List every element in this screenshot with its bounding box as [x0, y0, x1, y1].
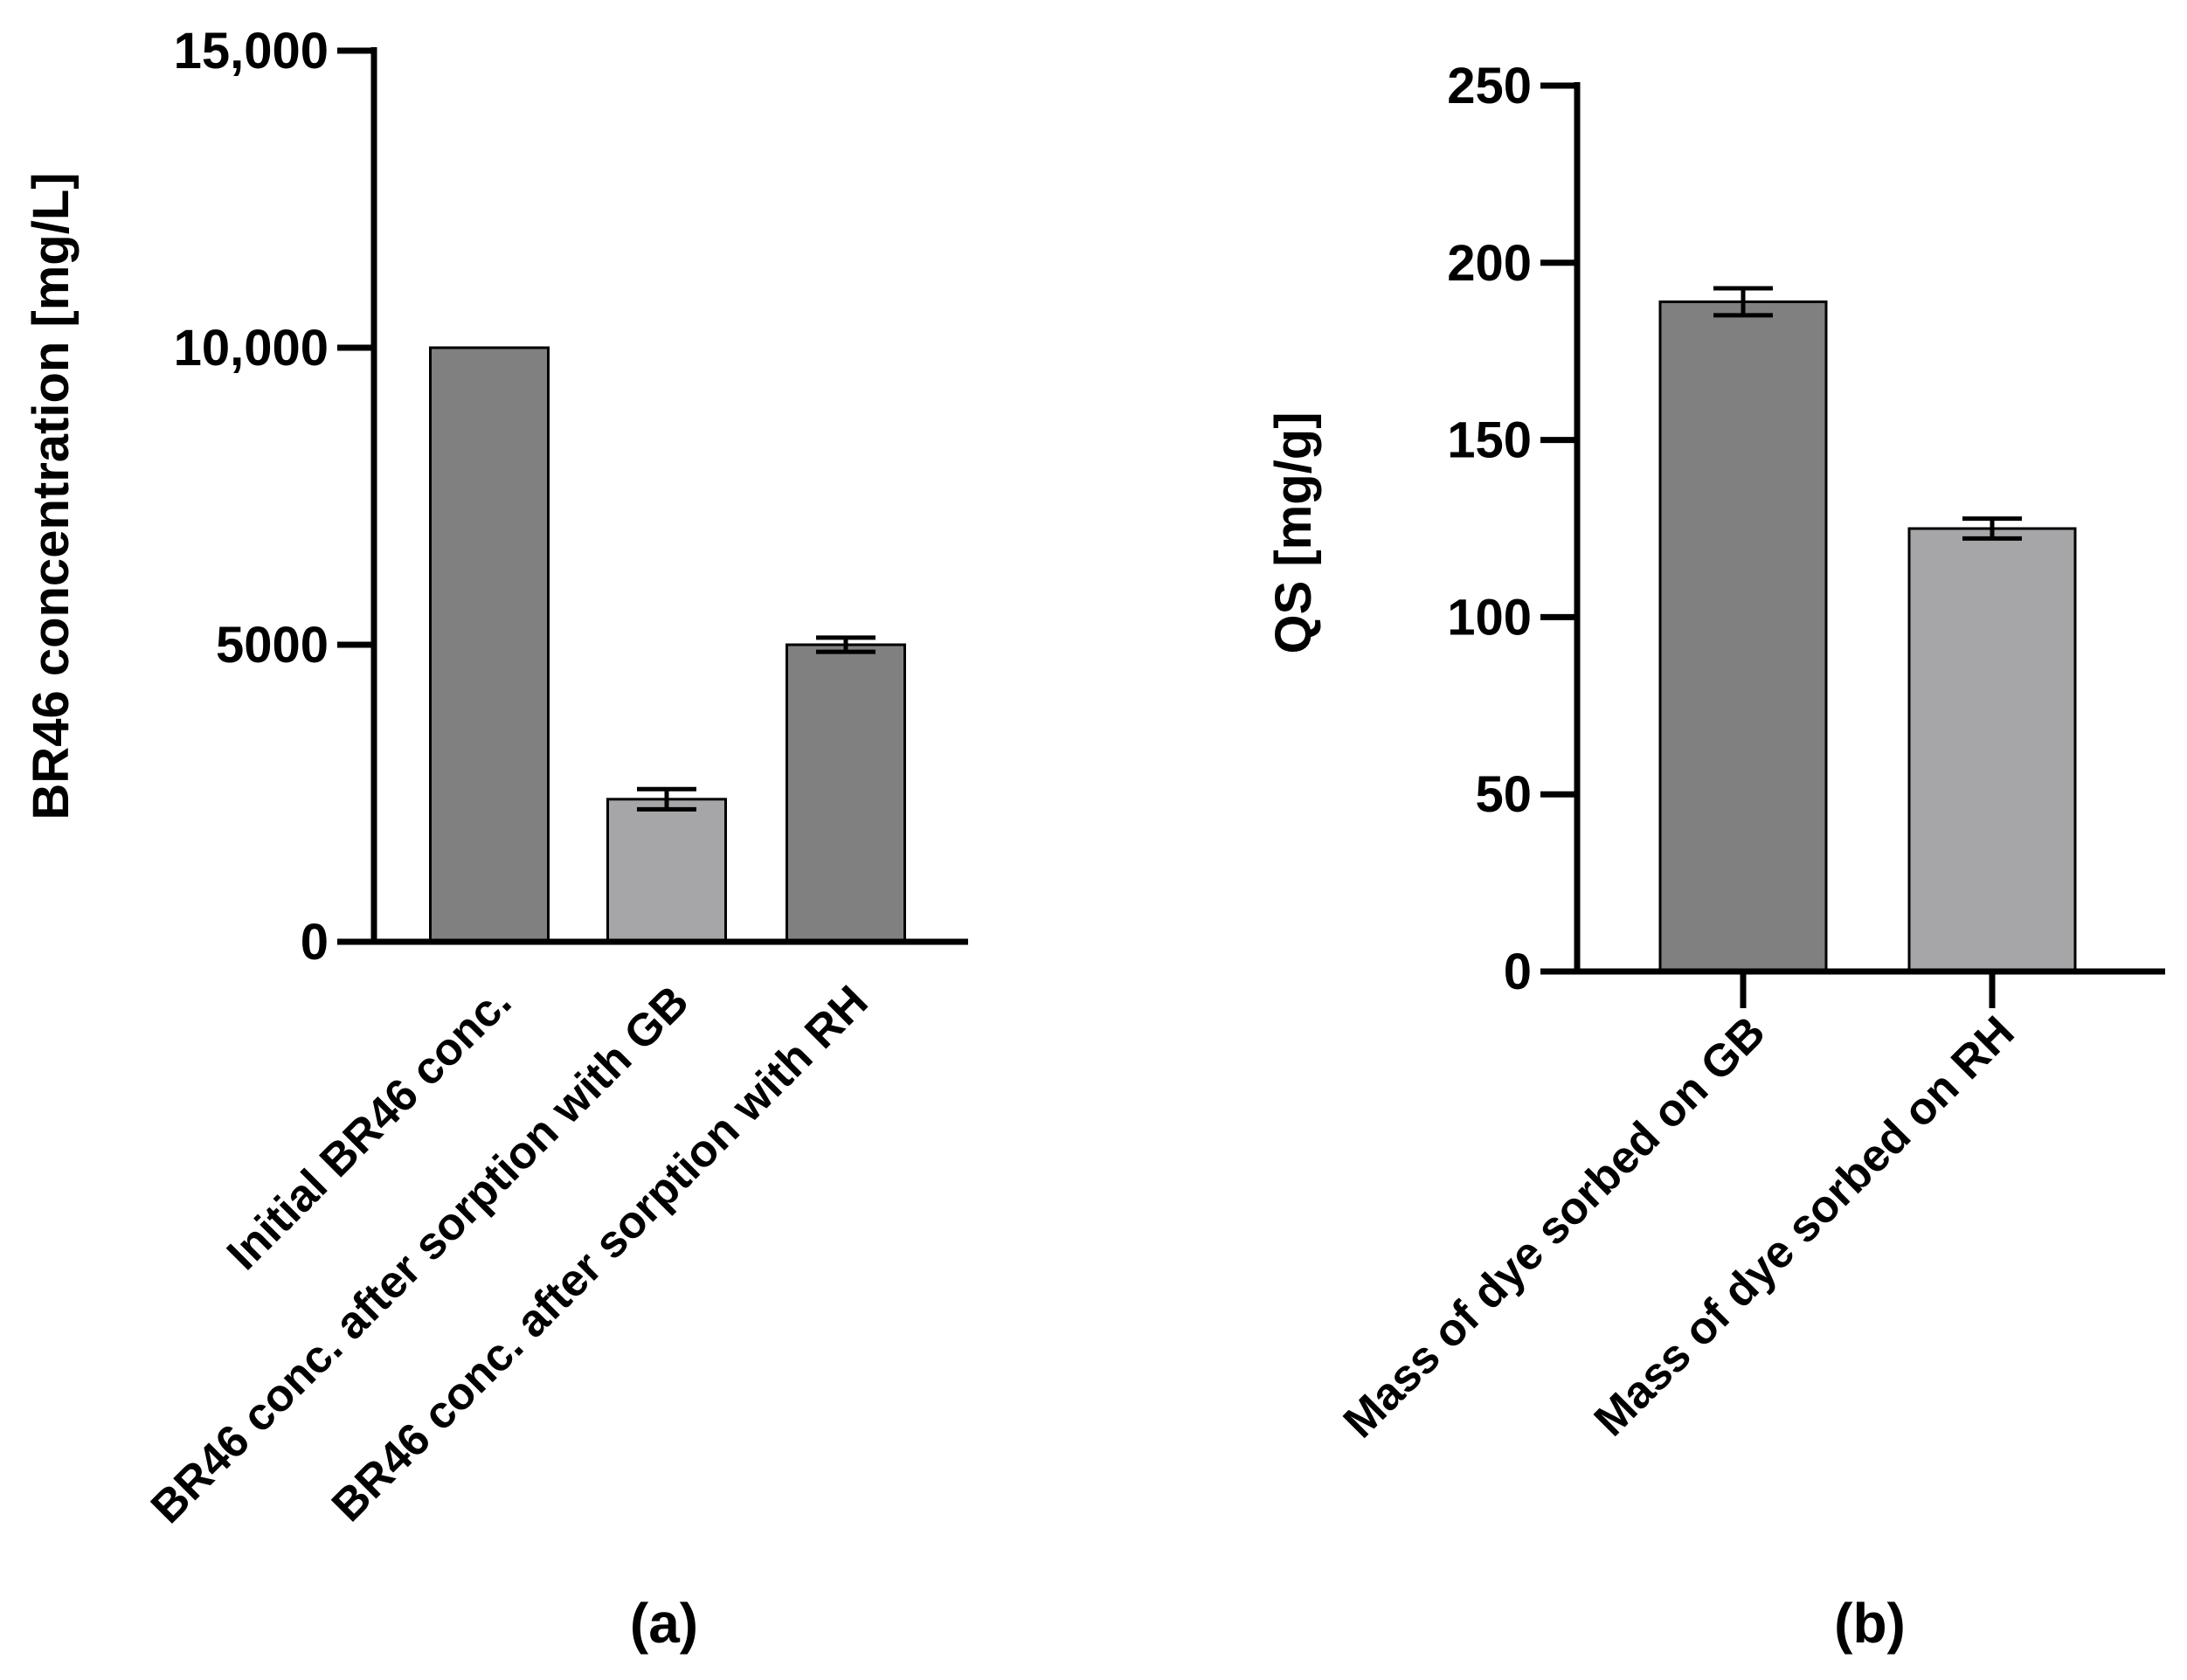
- y-axis-title: BR46 concentration [mg/L]: [23, 172, 80, 819]
- bar-2: [1907, 527, 2077, 973]
- panel-label: (a): [630, 1592, 698, 1655]
- y-tick-label-250: 250: [1447, 58, 1532, 114]
- panel-label: (b): [1834, 1592, 1906, 1655]
- y-tick-label-5000: 5000: [216, 617, 329, 674]
- category-label-2: Mass of dye sorbed on RH: [1585, 1006, 2024, 1446]
- y-axis-title: QS [mg/g]: [1265, 411, 1322, 653]
- y-tick-label-15000: 15,000: [174, 23, 329, 80]
- bar-1: [429, 346, 550, 944]
- y-tick-label-50: 50: [1475, 766, 1532, 823]
- bar-3: [786, 643, 906, 944]
- y-tick-label-150: 150: [1447, 412, 1532, 469]
- chart-a: 0 5000 10,000 15,000 BR46 concentration [mg/…: [23, 23, 968, 1655]
- y-tick-label-0: 0: [301, 914, 329, 971]
- y-tick-label-200: 200: [1447, 235, 1532, 292]
- chart-b: 0 50 100 150 200 250 QS [mg/g] Mass of dye sorb…: [1265, 58, 2165, 1655]
- bar-2: [606, 798, 727, 944]
- category-label-1: Mass of dye sorbed on GB: [1334, 1006, 1775, 1448]
- y-tick-label-0: 0: [1504, 944, 1532, 1000]
- y-tick-label-10000: 10,000: [174, 320, 329, 377]
- y-tick-label-100: 100: [1447, 589, 1532, 646]
- bar-1: [1658, 300, 1828, 973]
